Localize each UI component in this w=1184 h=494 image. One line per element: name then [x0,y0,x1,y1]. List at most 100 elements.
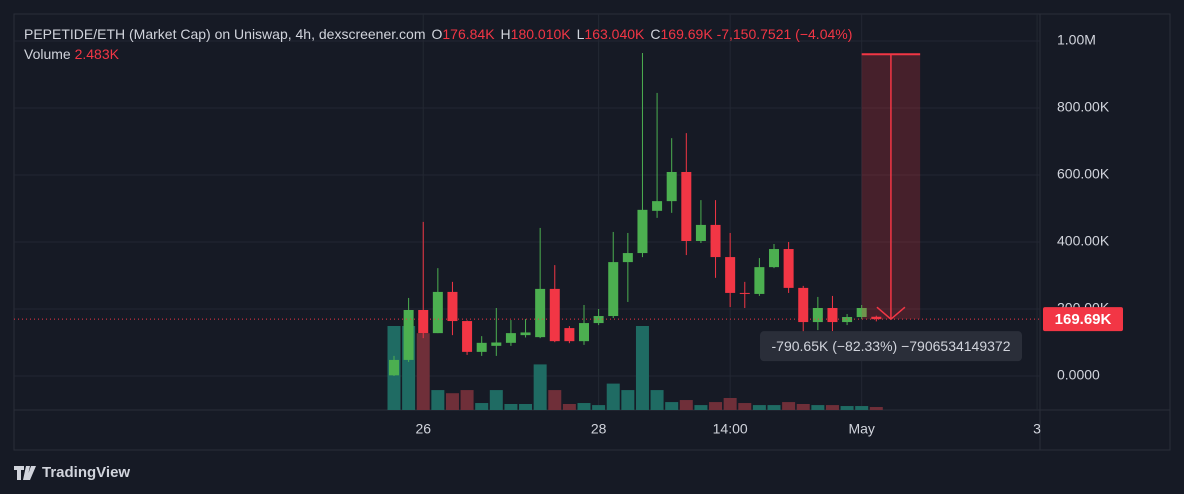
volume-bar [738,403,752,410]
volume-bar [665,402,679,410]
volume-bar [694,405,708,410]
measure-label: -790.65K (−82.33%) −7906534149372 [772,338,1011,354]
x-tick-label: 14:00 [713,421,748,437]
y-tick-label: 400.00K [1057,233,1110,249]
brand: TradingView [14,464,130,481]
change: -7,150.7521 (−4.04%) [716,26,853,42]
volume-bar [416,333,430,410]
price-label: 169.69K [1055,311,1112,328]
ohlc-key: L [576,26,585,42]
volume-bar [533,364,547,410]
volume-bar [635,326,649,410]
candle-body [666,171,677,202]
volume-bar [621,390,635,410]
volume-legend: Volume 2.483K [24,44,852,64]
volume-bar [811,405,825,410]
volume-bar [489,390,503,410]
candle-body [418,310,429,334]
volume-bar [577,403,591,410]
volume-bar [445,393,459,410]
candle-body [769,249,779,268]
volume-bar [782,402,796,410]
legend-line: PEPETIDE/ETH (Market Cap) on Uniswap, 4h… [24,24,852,44]
volume-bar [606,383,620,410]
y-tick-label: 800.00K [1057,99,1110,115]
ohlc-key: C [650,26,661,42]
brand-text: TradingView [42,464,130,481]
volume-value: 2.483K [74,46,119,62]
candle-body [695,224,706,241]
candle-body [462,321,473,352]
candle-body [754,267,765,294]
candle-body [608,262,619,317]
volume-bar [796,404,810,410]
candle-body [622,253,633,263]
volume-bar [475,403,489,410]
volume-bar [592,405,606,410]
legend-title: PEPETIDE/ETH (Market Cap) on Uniswap, 4h… [24,26,426,42]
candle-body [579,323,589,342]
volume-bar [869,407,883,410]
y-tick-label: 1.00M [1057,32,1096,48]
candle-body [564,328,575,342]
volume-bar [460,390,474,410]
x-tick-label: 26 [415,421,431,437]
volume-bar [709,402,723,410]
candle-body [812,307,823,323]
legend: PEPETIDE/ETH (Market Cap) on Uniswap, 4h… [24,24,852,64]
ohlc-value: 176.84K [442,26,495,42]
candle-body [476,342,487,352]
candle-body [827,307,838,323]
volume-bar [562,404,576,410]
measure-label-box [760,331,1022,362]
ohlc-value: 169.69K [660,26,713,42]
candle-body [432,291,443,334]
candle-body [871,316,882,320]
volume-bar [840,406,854,410]
candle-body [389,359,399,376]
candle-body [520,332,531,336]
candle-body [856,307,867,318]
x-tick-label: 3 [1033,421,1041,437]
candle-body [739,292,750,294]
volume-bar [767,405,781,410]
candle-body [491,342,502,346]
ohlc-key: H [500,26,511,42]
candle-body [535,288,546,338]
x-tick-label: 28 [591,421,607,437]
brand-logo [14,466,36,480]
candle-body [403,310,414,360]
candles [389,53,882,376]
candle-body [798,287,809,323]
volume-bar [519,404,533,410]
volume-bar [855,406,869,410]
volume-bar [679,400,693,410]
candle-body [652,201,663,211]
candle-body [447,291,458,322]
grid [14,14,1040,410]
x-tick-label: May [848,421,874,437]
overlays: -790.65K (−82.33%) −7906534149372 [14,53,1040,362]
volume-bar [504,404,518,410]
volume-bar [752,405,766,410]
candle-body [505,333,516,343]
volume-bar [723,398,737,410]
candle-body [681,171,692,241]
volume-bar [825,405,839,410]
chart-frame [13,13,1171,451]
candle-body [637,209,648,254]
candle-body [710,224,721,258]
candle-body [783,249,794,288]
volume-bar [431,390,445,410]
volume-bar [548,390,562,410]
volume-pane [387,326,883,410]
ohlc: O176.84K H180.010K L163.040K C169.69K [425,26,712,42]
y-tick-label: 0.0000 [1057,367,1100,383]
ohlc-key: O [431,26,443,42]
candle-body [725,257,736,293]
volume-bar [650,390,664,410]
ohlc-value: 163.040K [584,26,645,42]
candle-body [549,288,560,342]
